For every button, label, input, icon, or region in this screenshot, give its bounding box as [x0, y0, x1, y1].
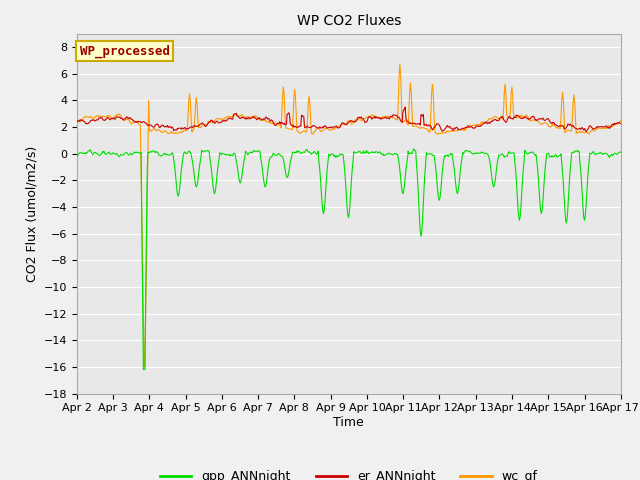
X-axis label: Time: Time	[333, 416, 364, 429]
wc_gf	[417, 126, 424, 132]
er_ANNnight	[139, 119, 147, 125]
gpp_ANNnight	[617, 149, 625, 155]
Y-axis label: CO2 Flux (umol/m2/s): CO2 Flux (umol/m2/s)	[25, 145, 38, 282]
wc_gf	[617, 118, 625, 123]
gpp_ANNnight	[83, 150, 90, 156]
gpp_ANNnight	[140, 367, 147, 372]
er_ANNnight	[582, 129, 590, 134]
gpp_ANNnight	[433, 170, 440, 176]
Text: WP_processed: WP_processed	[79, 44, 170, 58]
gpp_ANNnight	[410, 146, 417, 152]
wc_gf	[140, 364, 148, 370]
gpp_ANNnight	[223, 152, 231, 157]
gpp_ANNnight	[73, 151, 81, 157]
wc_gf	[195, 125, 202, 131]
wc_gf	[83, 114, 90, 120]
er_ANNnight	[194, 123, 202, 129]
gpp_ANNnight	[139, 294, 147, 300]
er_ANNnight	[431, 123, 439, 129]
er_ANNnight	[73, 119, 81, 125]
wc_gf	[139, 267, 147, 273]
wc_gf	[433, 131, 440, 136]
wc_gf	[396, 61, 404, 67]
er_ANNnight	[83, 120, 90, 126]
Line: gpp_ANNnight: gpp_ANNnight	[77, 149, 621, 370]
er_ANNnight	[617, 120, 625, 126]
Title: WP CO2 Fluxes: WP CO2 Fluxes	[296, 14, 401, 28]
Line: er_ANNnight: er_ANNnight	[77, 107, 621, 132]
Legend: gpp_ANNnight, er_ANNnight, wc_gf: gpp_ANNnight, er_ANNnight, wc_gf	[155, 465, 543, 480]
er_ANNnight	[223, 118, 230, 124]
er_ANNnight	[416, 121, 424, 127]
er_ANNnight	[401, 104, 409, 110]
wc_gf	[223, 113, 231, 119]
gpp_ANNnight	[417, 229, 424, 235]
gpp_ANNnight	[195, 171, 202, 177]
wc_gf	[73, 117, 81, 122]
Line: wc_gf: wc_gf	[77, 64, 621, 367]
